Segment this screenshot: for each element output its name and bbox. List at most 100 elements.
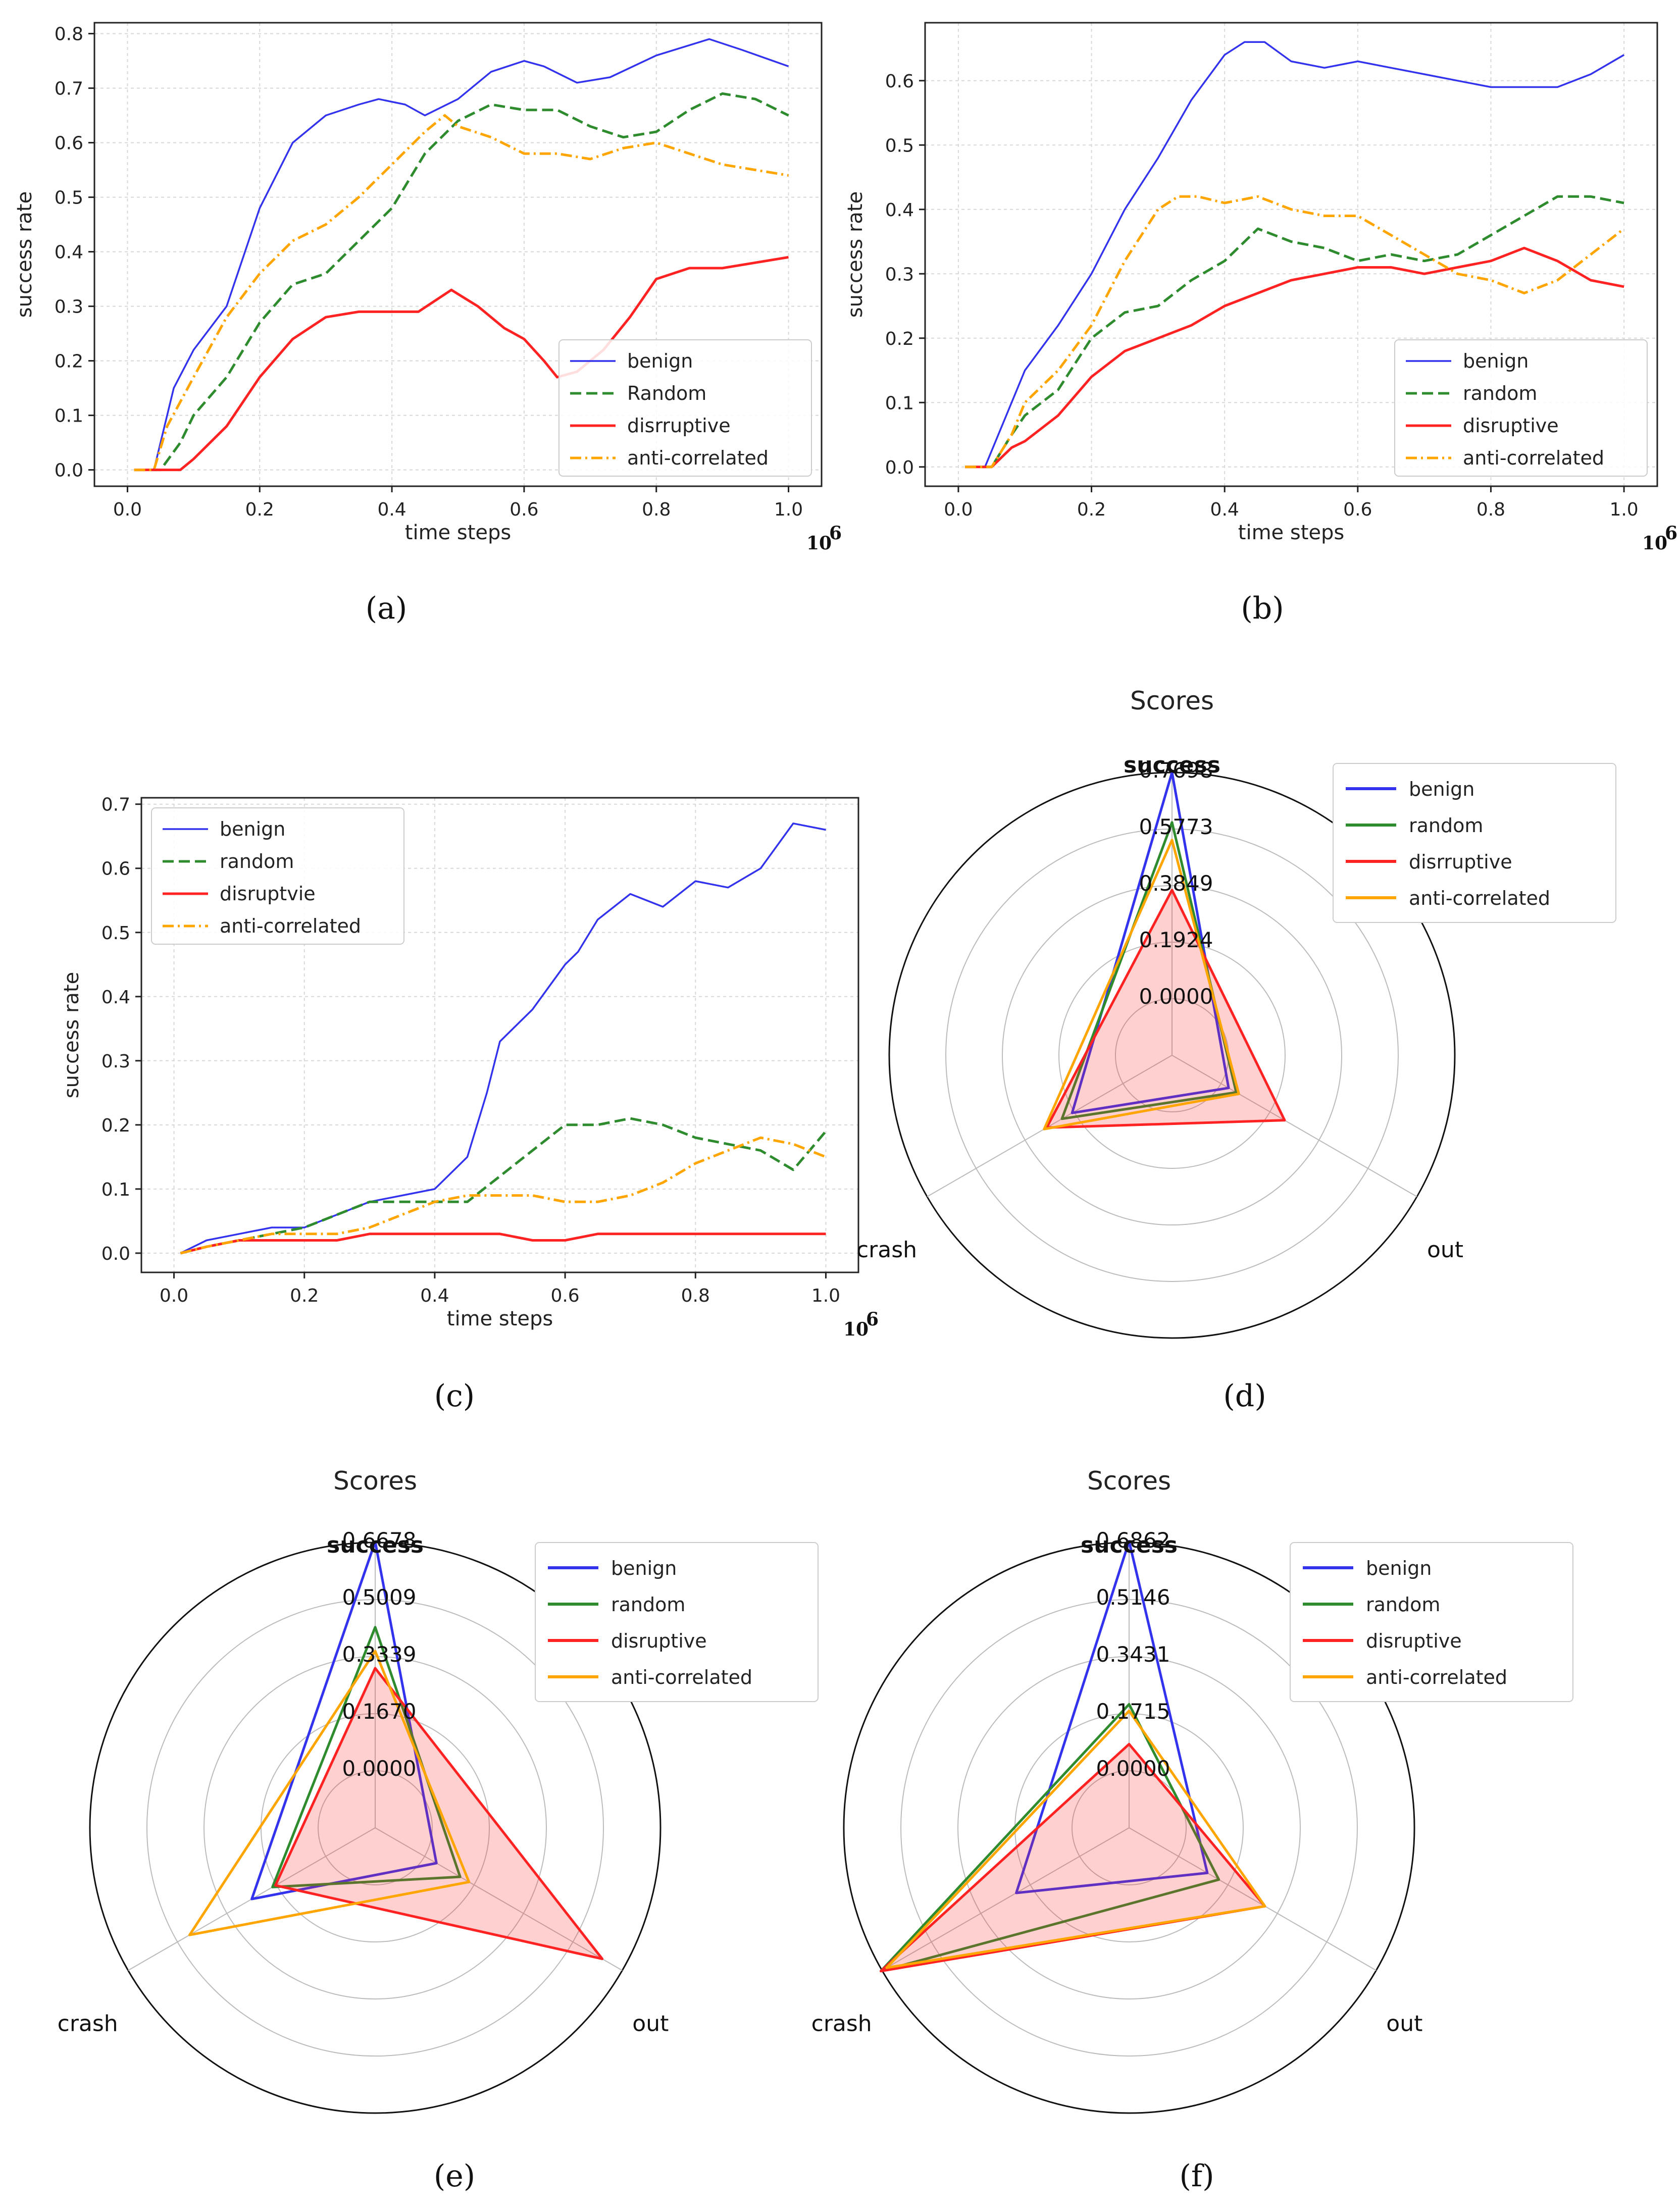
panel-label: (c) (434, 1378, 475, 1414)
y-tick-label: 0.3 (101, 1051, 130, 1072)
x-tick-label: 0.8 (1477, 499, 1505, 520)
legend-label-anti: anti-correlated (611, 1666, 752, 1688)
legend-label-random: random (611, 1594, 685, 1616)
radar-spoke (1172, 1055, 1417, 1197)
series-line-anti (134, 114, 789, 472)
y-tick-label: 0.5 (55, 188, 83, 209)
radar-series-random (880, 1703, 1220, 1973)
radar-series-anti (188, 1650, 471, 1936)
x-exponent-power: 6 (1665, 523, 1677, 544)
radar-series-disruptive (274, 1667, 604, 1961)
legend-label-benign: benign (220, 818, 285, 840)
chart-panel-3: (d) 0.0000 0.1924 0.3849 0.5773 0.7698 Scores s… (856, 686, 1616, 1414)
legend-label-anti: anti-correlated (627, 447, 769, 469)
radar-tick-label: 0.1715 (1096, 1699, 1170, 1724)
x-tick-label: 0.2 (245, 499, 274, 520)
y-tick-label: 0.7 (101, 795, 130, 815)
legend-label-disruptive: disruptvie (220, 883, 316, 905)
y-tick-label: 0.0 (55, 460, 83, 481)
legend-box (535, 1542, 819, 1702)
y-tick-label: 0.4 (55, 242, 83, 263)
x-axis-label: time steps (447, 1307, 553, 1330)
radar-spoke (375, 1827, 623, 1971)
legend-label-benign: benign (1409, 778, 1474, 800)
radar-category-label: success (1124, 752, 1220, 778)
radar-tick-label: 0.1670 (342, 1699, 417, 1724)
radar-series-benign (250, 1541, 438, 1901)
radar-tick-label: 0.6678 (342, 1528, 417, 1553)
y-tick-label: 0.5 (101, 923, 130, 944)
y-axis-label: success rate (60, 972, 83, 1098)
x-tick-label: 0.8 (681, 1286, 710, 1306)
legend-label-anti: anti-correlated (220, 915, 361, 937)
x-tick-label: 0.2 (290, 1286, 319, 1306)
panel-label: (e) (434, 2159, 475, 2194)
y-tick-label: 0.2 (55, 351, 83, 372)
radar-tick-label: 0.7698 (1139, 758, 1213, 783)
y-tick-label: 0.5 (885, 135, 914, 156)
y-tick-label: 0.6 (55, 133, 83, 154)
y-tick-label: 0.1 (101, 1179, 130, 1200)
y-tick-label: 0.2 (101, 1115, 130, 1136)
legend-label-anti: anti-correlated (1409, 887, 1550, 909)
x-exponent-base: 10 (843, 1319, 869, 1340)
radar-spoke (927, 1055, 1173, 1197)
y-tick-label: 0.4 (885, 200, 914, 221)
legend-label-disruptive: disrruptive (627, 415, 731, 437)
y-tick-label: 0.6 (101, 859, 130, 880)
chart-panel-1: (b) 0.0 0.2 0.4 0.6 0.8 1.0 0.0 0.1 0.2 0.3 0.4 0.5 0… (844, 22, 1677, 626)
series-line-random (134, 92, 789, 472)
radar-series-random (271, 1626, 462, 1888)
y-tick-label: 0.3 (885, 264, 914, 285)
radar-tick-label: 0.0000 (1096, 1756, 1170, 1781)
legend-label-random: random (1463, 382, 1537, 404)
y-tick-label: 0.1 (55, 406, 83, 427)
x-tick-label: 0.0 (944, 499, 973, 520)
x-tick-label: 0.0 (113, 499, 142, 520)
radar-tick-label: 0.5146 (1096, 1585, 1170, 1610)
radar-title: Scores (1087, 1466, 1171, 1496)
radar-category-label: success (1081, 1532, 1178, 1558)
y-tick-label: 0.6 (885, 71, 914, 92)
radar-tick-label: 0.0000 (342, 1756, 417, 1781)
radar-category-label: out (1427, 1237, 1463, 1263)
legend-label-benign: benign (1463, 350, 1529, 372)
series-line-benign (965, 41, 1624, 468)
panel-label: (a) (366, 591, 408, 626)
legend-label-random: random (1366, 1594, 1440, 1616)
series-line-anti (180, 1136, 827, 1255)
legend-box (1394, 339, 1648, 477)
series-line-disruptive (965, 246, 1624, 469)
legend-label-anti: anti-correlated (1463, 447, 1604, 469)
series-line-benign (180, 823, 826, 1254)
legend-box (151, 807, 404, 945)
x-exponent-power: 6 (866, 1309, 879, 1330)
series-line-anti (965, 195, 1625, 469)
legend-label-disruptive: disrruptive (1409, 851, 1512, 873)
radar-series-benign (1015, 1540, 1209, 1894)
legend-label-benign: benign (1366, 1557, 1432, 1579)
y-tick-label: 0.0 (885, 457, 914, 478)
radar-tick-label: 0.6862 (1096, 1528, 1170, 1553)
plot-frame (93, 22, 823, 487)
radar-series-benign (1071, 771, 1230, 1114)
x-tick-label: 0.4 (1210, 499, 1239, 520)
x-tick-label: 0.2 (1077, 499, 1106, 520)
radar-series-anti (885, 1709, 1266, 1969)
legend-box (1333, 763, 1616, 923)
radar-category-label: crash (811, 2011, 872, 2037)
radar-spoke (882, 1827, 1130, 1971)
radar-tick-label: 0.1924 (1139, 928, 1213, 952)
panel-label: (b) (1241, 591, 1284, 626)
y-tick-label: 0.2 (885, 329, 914, 349)
legend-label-disruptive: disruptive (611, 1630, 707, 1652)
radar-tick-label: 0.0000 (1139, 984, 1213, 1009)
radar-tick-label: 0.3339 (342, 1642, 417, 1667)
x-exponent-base: 10 (1642, 533, 1667, 554)
radar-title: Scores (1130, 686, 1214, 715)
series-line-benign (134, 38, 789, 471)
x-tick-label: 0.0 (160, 1286, 188, 1306)
y-axis-label: success rate (13, 191, 36, 318)
legend-label-disruptive: disruptive (1366, 1630, 1462, 1652)
legend-label-random: random (1409, 814, 1483, 837)
